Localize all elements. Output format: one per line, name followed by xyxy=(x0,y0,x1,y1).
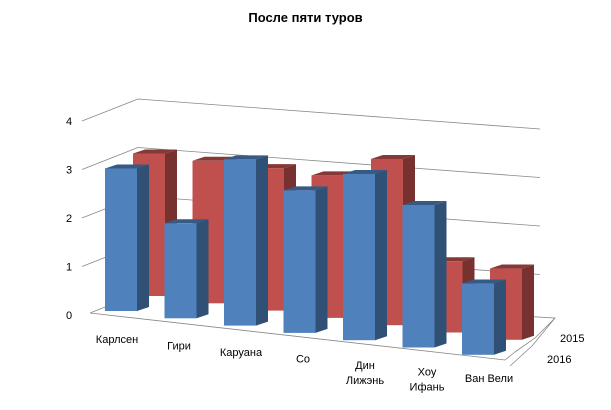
bar-2016-top xyxy=(224,155,268,160)
x-tick-label: Карлсен xyxy=(96,334,138,346)
x-tick-label: Хоу xyxy=(418,367,437,379)
depth-axis xyxy=(509,317,556,367)
bar-2016-side xyxy=(196,219,209,319)
bar-2015-top xyxy=(371,154,415,159)
bar-2016 xyxy=(164,223,197,319)
bar-2016 xyxy=(343,173,375,341)
bar-2016-side xyxy=(434,201,447,348)
x-tick-label: Ван Вели xyxy=(465,373,513,385)
x-tick-label: Дин xyxy=(355,360,375,372)
gridline xyxy=(81,98,541,130)
bar-2016-top xyxy=(283,186,328,191)
bar-2016-side xyxy=(256,155,268,326)
bar-2016-top xyxy=(105,164,149,169)
chart-title: После пяти туров xyxy=(248,10,363,25)
bar-2015-side xyxy=(522,264,534,340)
y-tick-label: 2 xyxy=(66,213,72,225)
y-tick-label: 4 xyxy=(66,116,72,128)
x-tick-label: Каруана xyxy=(220,347,263,359)
x-tick-label: Со xyxy=(296,354,310,366)
bar-2016-top xyxy=(402,201,447,205)
bar-2016-side xyxy=(494,279,506,355)
bar-2016-side xyxy=(137,164,149,311)
bar-2016-top xyxy=(462,279,506,284)
bar-2015-top xyxy=(490,264,534,269)
bar-2016 xyxy=(462,283,494,355)
series-label-2016: 2016 xyxy=(547,354,571,366)
bar-2016-top xyxy=(164,219,209,224)
y-tick-label: 1 xyxy=(66,262,72,274)
y-tick-label: 3 xyxy=(66,165,72,177)
x-tick-label: Гири xyxy=(167,341,191,353)
bar-2015-top xyxy=(133,149,177,154)
bar-2016 xyxy=(105,168,137,311)
series-label-2015: 2015 xyxy=(560,333,584,345)
bar-2016 xyxy=(224,159,256,326)
bar-2016-top xyxy=(343,169,387,174)
bar-2016 xyxy=(402,205,435,348)
y-tick-label: 0 xyxy=(66,310,72,322)
bar-2016 xyxy=(283,190,316,333)
floor-line xyxy=(89,312,516,361)
x-tick-label: Лижэнь xyxy=(346,375,384,387)
bar-2016-side xyxy=(375,169,387,341)
bar-2016-side xyxy=(315,186,328,333)
x-tick-label: Ифань xyxy=(410,382,445,394)
